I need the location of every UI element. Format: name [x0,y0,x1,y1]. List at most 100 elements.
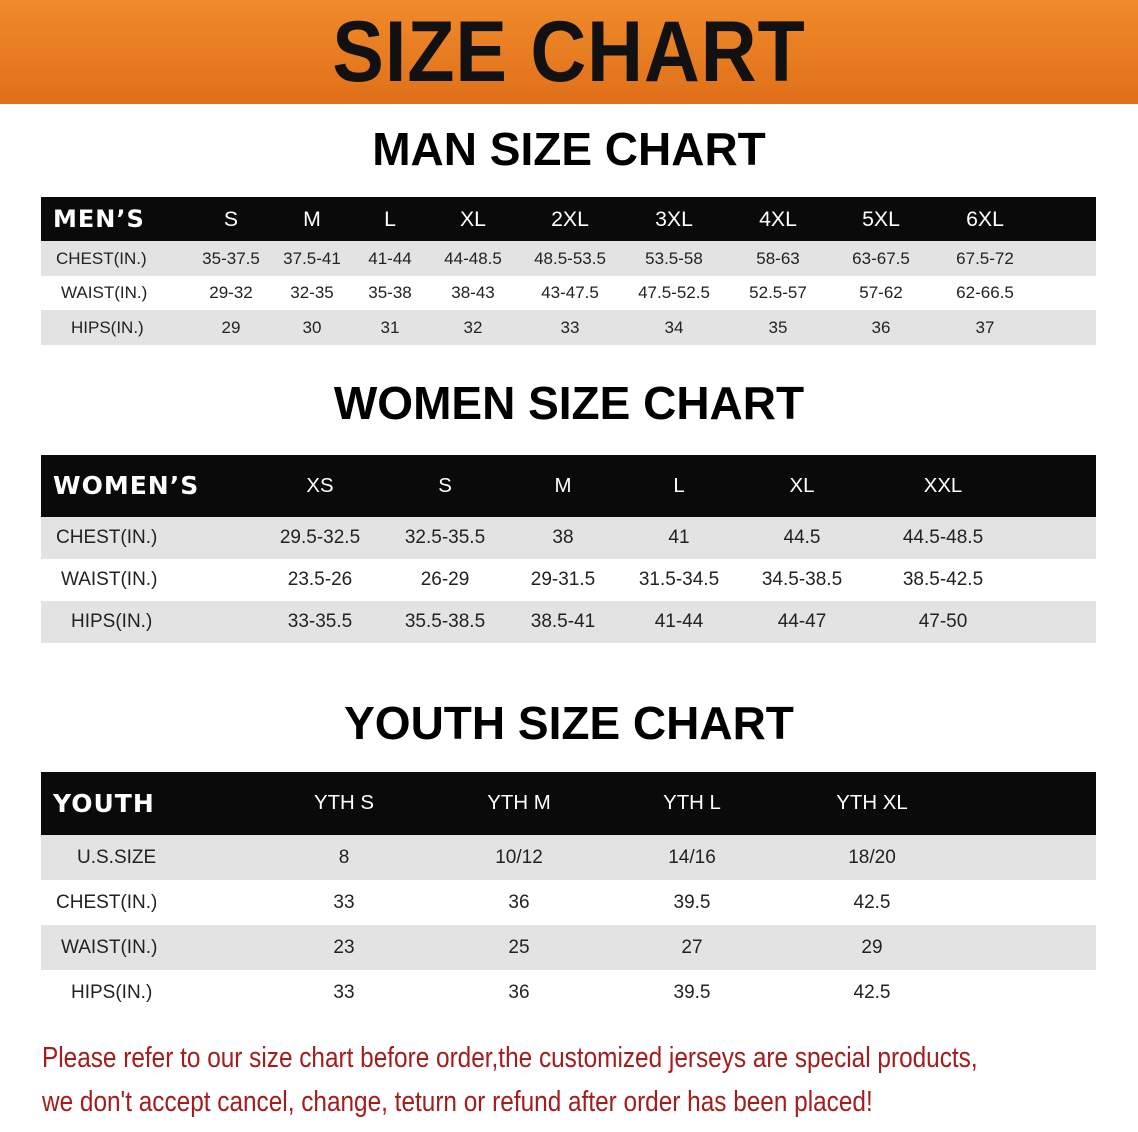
size-column-header: YTH L [663,792,721,814]
header-label: WOMEN’S [53,471,200,500]
table-cell: 34.5-38.5 [761,569,843,590]
table-cell: 32.5-35.5 [404,527,486,548]
table-cell: 33-35.5 [287,611,353,632]
table-cell: 25 [508,937,530,958]
table-cell: 35 [768,318,788,337]
table-cell: 23.5-26 [287,569,353,590]
size-column-header: 2XL [551,207,589,231]
size-column-header: XXL [923,475,963,497]
youth-section-title: YOUTH SIZE CHART [344,697,794,749]
header-label: MEN’S [53,205,145,233]
size-column-header: XL [789,475,815,497]
table-cell: 39.5 [673,892,711,913]
table-cell: 43-47.5 [541,283,599,302]
table-row: WAIST(IN.) 23.5-26 26-29 29-31.5 31.5-34.5 34… [41,559,1096,601]
size-column-header: S [438,475,452,497]
men-section-title: MAN SIZE CHART [372,123,766,175]
table-row: WAIST(IN.) 23 25 27 29 [41,925,1096,970]
table-cell: 67.5-72 [956,249,1014,268]
banner-title: SIZE CHART [332,4,806,100]
size-column-header: L [673,475,685,497]
table-cell: 32 [463,318,483,337]
row-label: U.S.SIZE [77,847,157,868]
table-cell: 29-31.5 [530,569,596,590]
table-cell: 31.5-34.5 [638,569,720,590]
table-cell: 18/20 [848,847,896,868]
table-cell: 26-29 [420,569,470,590]
row-label: CHEST(IN.) [56,249,147,268]
table-cell: 62-66.5 [956,283,1014,302]
table-cell: 47-50 [918,611,968,632]
row-label: WAIST(IN.) [61,283,148,302]
table-cell: 37.5-41 [283,249,341,268]
table-cell: 29 [861,937,883,958]
row-label: HIPS(IN.) [71,982,153,1003]
table-row: HIPS(IN.) 33-35.5 35.5-38.5 38.5-41 41-44 44-… [41,601,1096,643]
table-header-row: YOUTH YTH S YTH M YTH L YTH XL [41,772,1096,835]
table-cell: 41-44 [368,249,412,268]
row-label: HIPS(IN.) [71,611,153,632]
table-cell: 29 [221,318,241,337]
row-label: WAIST(IN.) [61,569,158,590]
table-row: U.S.SIZE 8 10/12 14/16 18/20 [41,835,1096,880]
table-row: WAIST(IN.) 29-32 32-35 35-38 38-43 43-47.5 47.… [41,276,1096,310]
table-row: CHEST(IN.) 29.5-32.5 32.5-35.5 38 41 44.5 44.5… [41,517,1096,559]
table-cell: 41 [668,527,690,548]
table-cell: 23 [333,937,355,958]
table-cell: 41-44 [654,611,704,632]
youth-size-table: YOUTH YTH S YTH M YTH L YTH XL U.S.SIZE 8 10/12… [41,772,1096,1015]
table-cell: 36 [871,318,891,337]
size-column-header: M [554,475,572,497]
notice-line-2: we don't accept cancel, change, teturn o… [42,1086,873,1118]
row-label: WAIST(IN.) [61,937,158,958]
table-cell: 38.5-42.5 [902,569,984,590]
table-cell: 35-38 [368,283,412,302]
table-row: CHEST(IN.) 35-37.5 37.5-41 41-44 44-48.5 48.5… [41,241,1096,276]
table-header-row: WOMEN’S XS S M L XL XXL [41,455,1096,517]
size-column-header: 4XL [759,207,797,231]
notice-line-1: Please refer to our size chart before or… [42,1042,978,1074]
table-cell: 14/16 [668,847,716,868]
table-cell: 35-37.5 [202,249,260,268]
header-label: YOUTH [53,789,155,818]
table-cell: 39.5 [673,982,711,1003]
table-cell: 58-63 [756,249,800,268]
size-column-header: XS [306,475,334,497]
table-cell: 37 [975,318,995,337]
table-cell: 35.5-38.5 [404,611,486,632]
women-section-title: WOMEN SIZE CHART [333,377,805,429]
title-banner: SIZE CHART [0,0,1138,104]
size-column-header: YTH M [487,792,551,814]
table-cell: 44-48.5 [444,249,502,268]
table-cell: 33 [333,892,355,913]
table-cell: 36 [508,982,530,1003]
table-cell: 42.5 [853,982,891,1003]
women-size-table: WOMEN’S XS S M L XL XXL CHEST(IN.) 29.5-32.5 32.5… [41,455,1096,643]
size-column-header: YTH XL [836,792,908,814]
table-cell: 47.5-52.5 [638,283,710,302]
table-cell: 48.5-53.5 [534,249,606,268]
table-cell: 8 [338,847,350,868]
table-cell: 31 [380,318,400,337]
table-cell: 10/12 [495,847,543,868]
size-column-header: M [303,207,321,231]
size-column-header: S [223,207,239,231]
table-cell: 44-47 [777,611,827,632]
size-column-header: XL [460,207,486,231]
table-row: HIPS(IN.) 29 30 31 32 33 34 35 36 37 [41,310,1096,345]
table-cell: 44.5-48.5 [902,527,984,548]
table-cell: 52.5-57 [749,283,807,302]
table-cell: 38 [552,527,574,548]
row-label: HIPS(IN.) [71,318,144,337]
table-cell: 29-32 [209,283,253,302]
table-cell: 27 [681,937,703,958]
table-cell: 34 [664,318,684,337]
row-label: CHEST(IN.) [56,527,158,548]
table-cell: 44.5 [783,527,821,548]
row-label: CHEST(IN.) [56,892,158,913]
table-cell: 32-35 [290,283,334,302]
table-row: HIPS(IN.) 33 36 39.5 42.5 [41,970,1096,1015]
table-cell: 38-43 [451,283,495,302]
size-column-header: 3XL [655,207,693,231]
table-cell: 30 [302,318,322,337]
